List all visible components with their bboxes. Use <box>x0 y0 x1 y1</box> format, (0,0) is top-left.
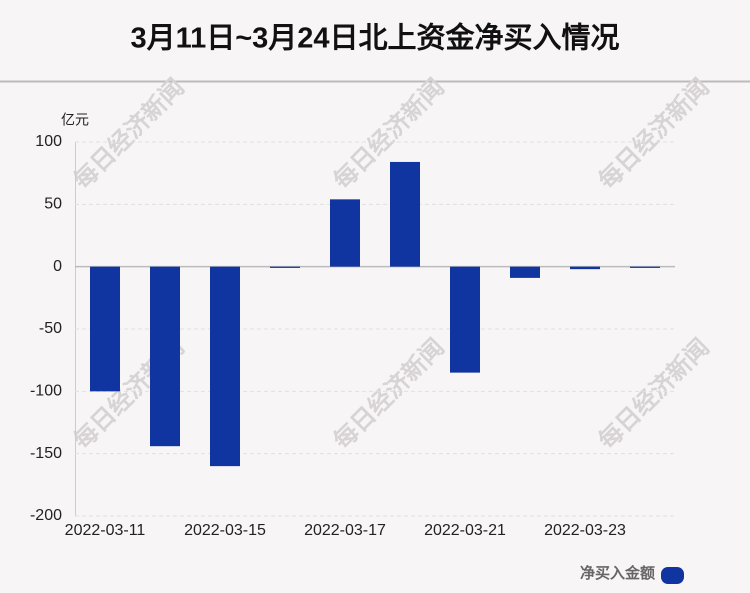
x-tick-label: 2022-03-21 <box>424 522 506 539</box>
legend-swatch <box>661 567 684 584</box>
bar <box>210 266 240 467</box>
bar <box>390 161 420 267</box>
bar <box>630 266 660 268</box>
y-tick-label: 50 <box>44 196 62 213</box>
y-tick-label: -150 <box>30 445 62 462</box>
x-tick-label: 2022-03-17 <box>304 522 386 539</box>
x-tick-label: 2022-03-11 <box>65 522 146 539</box>
bar <box>450 266 480 373</box>
bar <box>510 266 540 278</box>
x-tick-label: 2022-03-15 <box>184 522 266 539</box>
bar <box>150 266 180 447</box>
unit-label: 亿元 <box>61 112 89 128</box>
chart-title: 3月11日~3月24日北上资金净买入情况 <box>130 21 619 55</box>
x-tick-label: 2022-03-23 <box>544 522 626 539</box>
legend-label: 净买入金额 <box>580 564 655 582</box>
bar <box>90 266 120 392</box>
y-tick-label: -100 <box>30 383 62 400</box>
bar <box>570 266 600 270</box>
y-tick-label: 0 <box>53 258 62 275</box>
bar <box>330 199 360 267</box>
y-tick-label: -200 <box>30 507 62 524</box>
y-tick-label: 100 <box>35 133 62 150</box>
y-tick-label: -50 <box>39 320 62 337</box>
bar <box>270 266 300 268</box>
